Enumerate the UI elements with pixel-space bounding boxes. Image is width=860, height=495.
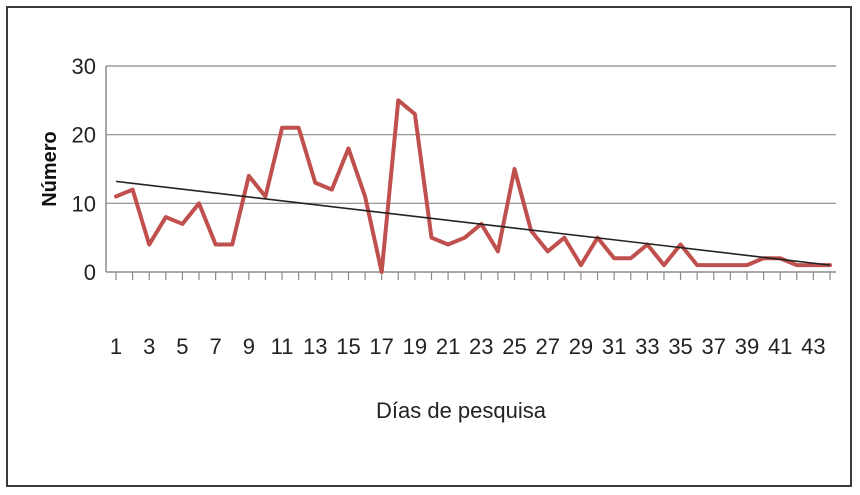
data-point-7 (214, 242, 218, 247)
x-tick-label-7: 7 (210, 334, 222, 359)
data-point-37 (712, 263, 716, 267)
data-point-24 (496, 249, 500, 253)
chart-frame: 0 10 20 30 1 3 5 7 9 11 13 15 17 19 21 23 25 27 29 31 33 35 3… (6, 6, 852, 487)
y-tick-label-30: 30 (72, 54, 96, 79)
data-point-12 (297, 126, 301, 130)
x-tick-label-27: 27 (535, 334, 559, 359)
series-layer (114, 98, 832, 274)
axes (105, 66, 836, 280)
series-line-0 (114, 98, 832, 274)
data-point-17 (380, 270, 384, 274)
x-tick-label-21: 21 (436, 334, 460, 359)
data-point-42 (795, 263, 799, 267)
data-point-6 (197, 201, 201, 205)
data-point-8 (230, 242, 234, 247)
gridlines (106, 65, 836, 204)
x-tick-label-37: 37 (702, 334, 726, 359)
data-point-27 (546, 249, 550, 253)
x-tick-label-9: 9 (243, 334, 255, 359)
data-point-2 (131, 188, 135, 192)
data-point-29 (579, 263, 583, 267)
y-tick-labels: 0 10 20 30 (72, 54, 96, 285)
x-tick-label-39: 39 (735, 334, 759, 359)
data-point-3 (147, 242, 151, 247)
x-tick-label-25: 25 (502, 334, 526, 359)
data-point-4 (164, 215, 168, 219)
x-tick-label-19: 19 (403, 334, 427, 359)
data-point-11 (280, 126, 284, 130)
data-point-18 (396, 98, 400, 102)
data-point-28 (562, 236, 566, 240)
trendline (115, 180, 831, 266)
x-tick-label-13: 13 (303, 334, 327, 359)
x-tick-label-29: 29 (569, 334, 593, 359)
data-point-34 (662, 263, 666, 267)
data-point-43 (811, 263, 815, 267)
data-point-19 (413, 112, 417, 116)
x-tick-label-35: 35 (668, 334, 692, 359)
data-point-5 (180, 222, 185, 226)
x-tick-label-33: 33 (635, 334, 659, 359)
y-axis-title: Número (39, 131, 61, 207)
x-tick-label-1: 1 (110, 334, 122, 359)
data-point-15 (346, 146, 351, 150)
data-point-13 (313, 181, 317, 185)
x-axis-title: Días de pesquisa (376, 398, 547, 423)
data-point-31 (612, 256, 616, 260)
x-tick-label-23: 23 (469, 334, 493, 359)
x-tick-label-11: 11 (271, 334, 294, 359)
data-point-14 (330, 188, 334, 192)
x-tick-label-41: 41 (768, 334, 792, 359)
data-point-20 (429, 236, 434, 240)
data-point-10 (263, 194, 268, 199)
data-point-38 (728, 263, 732, 267)
data-point-32 (629, 256, 633, 260)
y-tick-label-0: 0 (84, 260, 96, 285)
x-tick-labels: 1 3 5 7 9 11 13 15 17 19 21 23 25 27 29 31 33 35 37 39 41 43 (110, 334, 826, 359)
trendline-layer (115, 180, 831, 266)
data-point-22 (463, 236, 467, 240)
data-point-16 (363, 194, 367, 199)
data-point-39 (745, 263, 749, 267)
x-tick-label-5: 5 (176, 334, 188, 359)
y-tick-label-20: 20 (72, 123, 96, 148)
x-tick-label-15: 15 (336, 334, 360, 359)
x-tick-label-31: 31 (602, 334, 626, 359)
data-point-25 (512, 167, 517, 171)
x-tick-label-3: 3 (143, 334, 155, 359)
data-point-21 (446, 242, 450, 247)
data-point-1 (114, 194, 118, 199)
data-point-9 (247, 174, 251, 178)
x-tick-label-17: 17 (369, 334, 393, 359)
data-point-36 (695, 263, 699, 267)
x-tick-label-43: 43 (801, 334, 825, 359)
data-point-35 (678, 242, 683, 247)
y-tick-label-10: 10 (72, 191, 96, 216)
